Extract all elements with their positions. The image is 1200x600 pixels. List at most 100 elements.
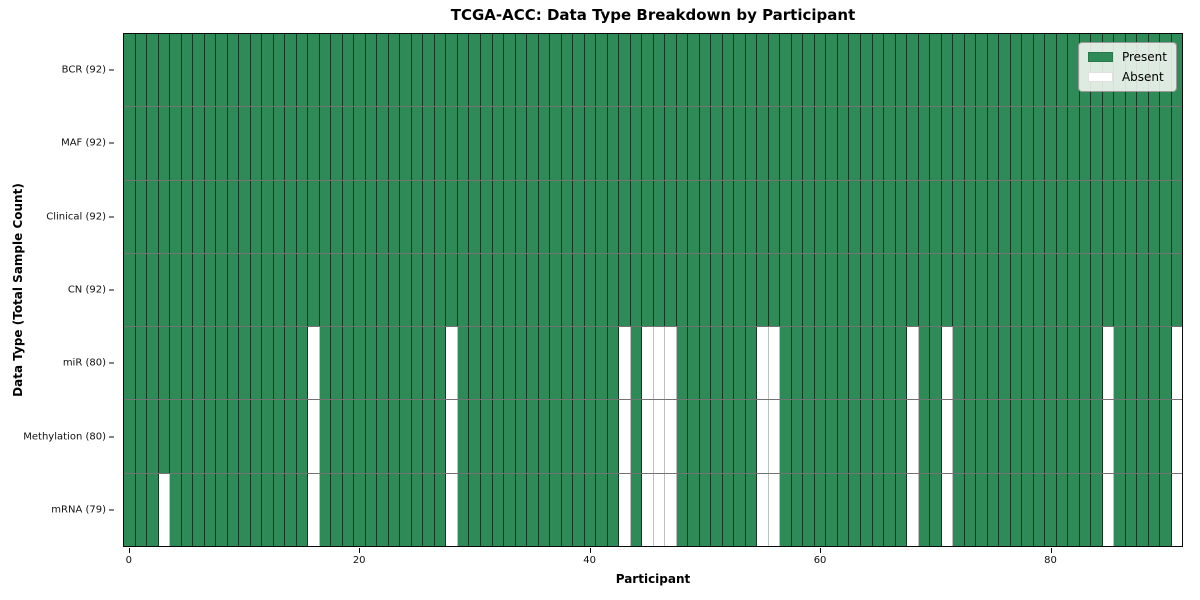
heatmap-cell <box>181 107 194 180</box>
heatmap-cell <box>918 34 931 107</box>
heatmap-cell <box>216 34 228 107</box>
heatmap-cell <box>596 34 608 107</box>
heatmap-cell <box>124 107 136 180</box>
heatmap-cell <box>826 34 838 107</box>
heatmap-cell <box>262 107 274 180</box>
heatmap-cell <box>181 180 194 253</box>
heatmap-cell <box>676 253 689 327</box>
heatmap-cell <box>170 180 182 253</box>
heatmap-cell <box>377 327 389 400</box>
heatmap-cell <box>573 253 585 327</box>
heatmap-cell <box>607 180 620 253</box>
heatmap-cell <box>331 327 343 400</box>
heatmap-cell <box>204 400 217 473</box>
heatmap-cell <box>411 400 424 473</box>
heatmap-cell <box>907 473 919 546</box>
heatmap-cell <box>561 253 574 327</box>
heatmap-cell <box>388 327 401 400</box>
heatmap-cell <box>550 34 562 107</box>
heatmap-cell <box>814 327 827 400</box>
heatmap-cell <box>907 34 919 107</box>
heatmap-cell <box>849 327 861 400</box>
heatmap-cell <box>1033 180 1046 253</box>
heatmap-cell <box>434 473 447 546</box>
heatmap-cell <box>170 473 182 546</box>
heatmap-cell <box>388 34 401 107</box>
heatmap-cell <box>480 327 493 400</box>
heatmap-cell <box>170 327 182 400</box>
heatmap-cell <box>296 107 309 180</box>
heatmap-cell <box>987 327 1000 400</box>
heatmap-cell <box>492 107 505 180</box>
heatmap-cell <box>1091 253 1103 327</box>
heatmap-cell <box>308 253 320 327</box>
heatmap-cell <box>918 253 931 327</box>
heatmap-cell <box>699 400 712 473</box>
heatmap-cell <box>1171 473 1183 546</box>
heatmap-cell <box>630 400 643 473</box>
heatmap-cell <box>170 34 182 107</box>
heatmap-cell <box>872 327 885 400</box>
heatmap-cell <box>423 34 435 107</box>
heatmap-cell <box>538 400 551 473</box>
heatmap-cell <box>342 400 355 473</box>
heatmap-cell <box>999 107 1011 180</box>
heatmap-cell <box>999 180 1011 253</box>
heatmap-cell <box>607 400 620 473</box>
heatmap-cell <box>837 327 850 400</box>
heatmap-cell <box>342 180 355 253</box>
heatmap-cell <box>1160 473 1172 546</box>
heatmap-cell <box>308 327 320 400</box>
heatmap-cell <box>814 34 827 107</box>
heatmap-cell <box>722 180 735 253</box>
heatmap-cell <box>1114 473 1126 546</box>
heatmap-cell <box>665 400 677 473</box>
heatmap-cell <box>1010 107 1023 180</box>
heatmap-cell <box>837 473 850 546</box>
heatmap-cell <box>987 473 1000 546</box>
heatmap-cell <box>791 400 804 473</box>
heatmap-cell <box>1079 327 1092 400</box>
heatmap-cell <box>907 107 919 180</box>
heatmap-cell <box>135 327 148 400</box>
heatmap-cell <box>400 180 412 253</box>
x-tick-mark <box>128 548 130 553</box>
heatmap-cell <box>262 34 274 107</box>
legend-label: Present <box>1121 50 1167 64</box>
heatmap-cell <box>1091 400 1103 473</box>
heatmap-cell <box>826 107 838 180</box>
heatmap-cell <box>319 473 332 546</box>
heatmap-cell <box>538 327 551 400</box>
heatmap-cell <box>953 180 965 253</box>
heatmap-cell <box>607 473 620 546</box>
heatmap-cell <box>1010 34 1023 107</box>
heatmap-cell <box>250 34 263 107</box>
heatmap-cell <box>665 34 677 107</box>
heatmap-cell <box>653 253 666 327</box>
heatmap-cell <box>515 253 528 327</box>
heatmap-cell <box>941 107 954 180</box>
heatmap-cell <box>780 400 792 473</box>
heatmap-cell <box>757 400 769 473</box>
heatmap-cell <box>469 327 481 400</box>
heatmap-cell <box>1125 327 1138 400</box>
heatmap-cell <box>515 34 528 107</box>
y-tick-mark <box>109 216 114 218</box>
heatmap-cell <box>1045 327 1057 400</box>
heatmap-cell <box>619 34 631 107</box>
heatmap-cell <box>239 34 251 107</box>
heatmap-cell <box>1068 180 1080 253</box>
heatmap-cell <box>1125 107 1138 180</box>
heatmap-cell <box>1022 327 1034 400</box>
heatmap-cell <box>1022 34 1034 107</box>
heatmap-cell <box>400 473 412 546</box>
heatmap-cell <box>630 180 643 253</box>
heatmap-cell <box>584 180 597 253</box>
heatmap-cell <box>285 400 297 473</box>
heatmap-cell <box>1137 327 1149 400</box>
heatmap-cell <box>1102 107 1115 180</box>
heatmap-cell <box>699 180 712 253</box>
heatmap-cell <box>469 473 481 546</box>
heatmap-cell <box>791 253 804 327</box>
heatmap-cell <box>285 253 297 327</box>
